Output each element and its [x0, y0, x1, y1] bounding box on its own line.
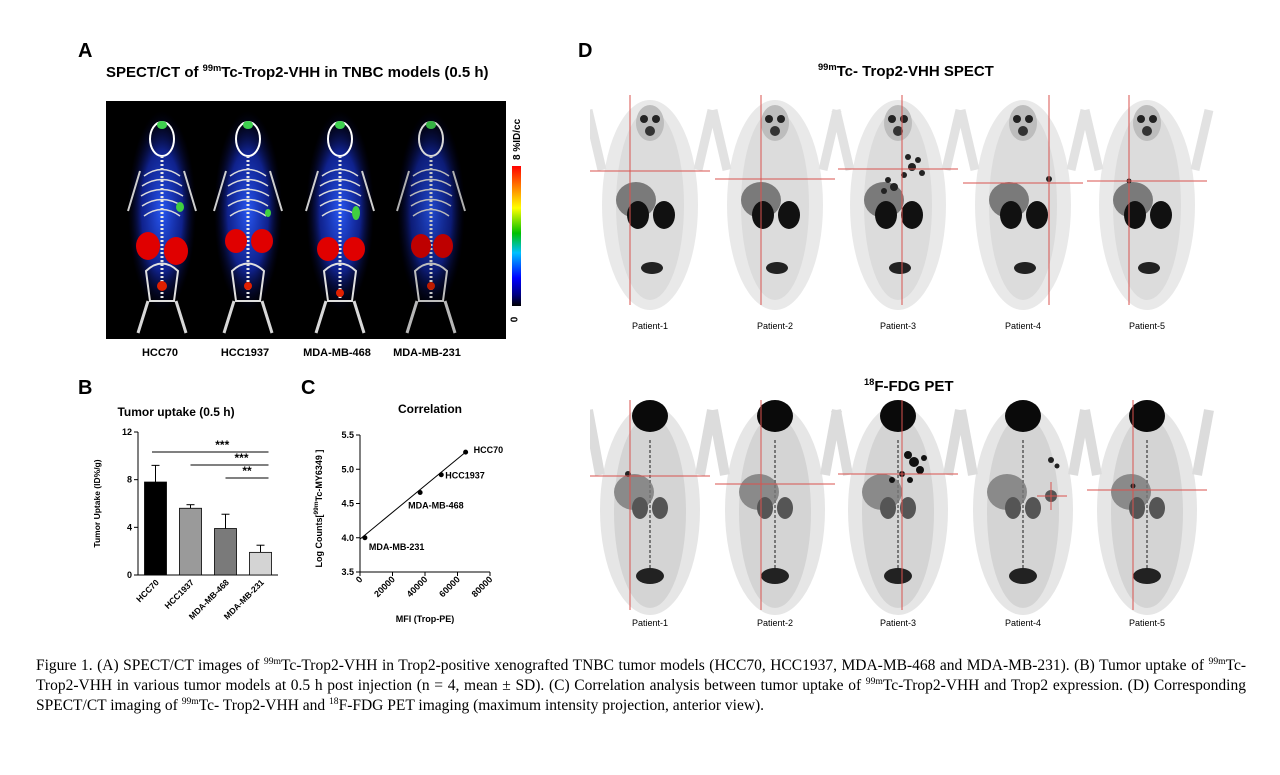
pet-patient-1-label: Patient-1 [631, 618, 669, 628]
panel-b-letter: B [78, 377, 93, 399]
model-label-mda-mb-231: MDA-MB-231 [393, 347, 461, 359]
scatter-y-tick-label: 5.5 [341, 430, 354, 440]
pet-patient-4-label: Patient-4 [1004, 618, 1042, 628]
bar-hcc1937 [179, 507, 202, 576]
fit-line [359, 451, 466, 540]
scatter-point-label: MDA-MB-468 [408, 501, 464, 511]
panel-a-title: SPECT/CT of 99mTc-Trop2-VHH in TNBC mode… [106, 63, 489, 81]
scatter-y-tick-label: 5.0 [341, 464, 354, 474]
bar-y-axis-label: Tumor Uptake (ID%/g) [92, 459, 102, 547]
color-scale-max-label: 8 %ID/cc [512, 118, 523, 160]
bar-y-tick-label: 4 [127, 522, 132, 532]
color-scale-bar [512, 166, 521, 306]
spect-section-title: 99mTc- Trop2-VHH SPECT [818, 62, 994, 80]
scatter-point-mda-mb-231 [362, 535, 368, 541]
scatter-y-axis-label: Log Counts[99mTc-MY6349 ] [313, 450, 324, 568]
pet-section-title: 18F-FDG PET [864, 377, 954, 395]
scatter-y-tick-label: 3.5 [341, 567, 354, 577]
model-label-mda-mb-468: MDA-MB-468 [303, 347, 371, 359]
significance-label: ** [242, 464, 252, 478]
pet-patient-2-label: Patient-2 [756, 618, 794, 628]
scatter-y-tick-label: 4.5 [341, 499, 354, 509]
spect-patient-5-label: Patient-5 [1128, 321, 1166, 331]
scatter-x-tick-label: 20000 [372, 574, 397, 599]
scatter-point-hcc1937 [438, 472, 444, 478]
bar-chart-title: Tumor uptake (0.5 h) [117, 405, 234, 419]
bar-x-tick-label: HCC70 [134, 577, 161, 604]
scatter-x-tick-label: 80000 [470, 574, 495, 599]
bar-mda-mb-468 [214, 528, 237, 576]
scatter-x-tick-label: 0 [354, 574, 365, 585]
pet-patient-5-label: Patient-5 [1128, 618, 1166, 628]
spect-patient-4-label: Patient-4 [1004, 321, 1042, 331]
spect-patient-1-label: Patient-1 [631, 321, 669, 331]
significance-label: *** [234, 451, 248, 465]
color-scale-min-label: 0 [509, 316, 521, 323]
scatter-x-tick-label: 60000 [437, 574, 462, 599]
panel-c-letter: C [301, 377, 316, 399]
bar-hcc70 [144, 481, 167, 576]
bar-x-tick-label: HCC1937 [162, 577, 196, 611]
model-label-hcc70: HCC70 [141, 347, 179, 359]
correlation-scatter-chart: Correlation 3.5 4.0 4.5 5.0 5.5 0 20000 40000 600… [313, 402, 504, 624]
panel-d-letter: D [578, 40, 593, 62]
bar-y-tick-label: 12 [122, 427, 132, 437]
patient-spect-images [590, 95, 1230, 310]
scatter-chart-title: Correlation [398, 402, 462, 416]
significance-label: *** [215, 438, 229, 452]
bar-y-tick-label: 0 [127, 570, 132, 580]
tumor-uptake-bar-chart: Tumor uptake (0.5 h) 0 4 8 12 Tumor Uptake (I… [92, 405, 278, 621]
bar-y-tick-label: 8 [127, 475, 132, 485]
figure-caption: Figure 1. (A) SPECT/CT images of 99mTc-T… [36, 655, 1247, 714]
scatter-point-hcc70 [463, 449, 469, 455]
model-label-hcc1937: HCC1937 [220, 347, 270, 359]
scatter-x-axis-label: MFI (Trop-PE) [396, 614, 455, 624]
spect-patient-3-label: Patient-3 [879, 321, 917, 331]
bar-mda-mb-231 [249, 551, 272, 576]
scatter-point-label: MDA-MB-231 [369, 542, 425, 552]
spect-patient-2-label: Patient-2 [756, 321, 794, 331]
pet-patient-3-label: Patient-3 [879, 618, 917, 628]
scatter-point-label: HCC70 [474, 445, 504, 455]
scatter-point-mda-mb-468 [417, 490, 423, 496]
panel-a-letter: A [78, 40, 93, 62]
scatter-y-tick-label: 4.0 [341, 533, 354, 543]
spect-ct-mouse-images [106, 101, 506, 339]
scatter-x-tick-label: 40000 [405, 574, 430, 599]
patient-pet-images [590, 400, 1230, 615]
scatter-point-label: HCC1937 [445, 471, 485, 481]
